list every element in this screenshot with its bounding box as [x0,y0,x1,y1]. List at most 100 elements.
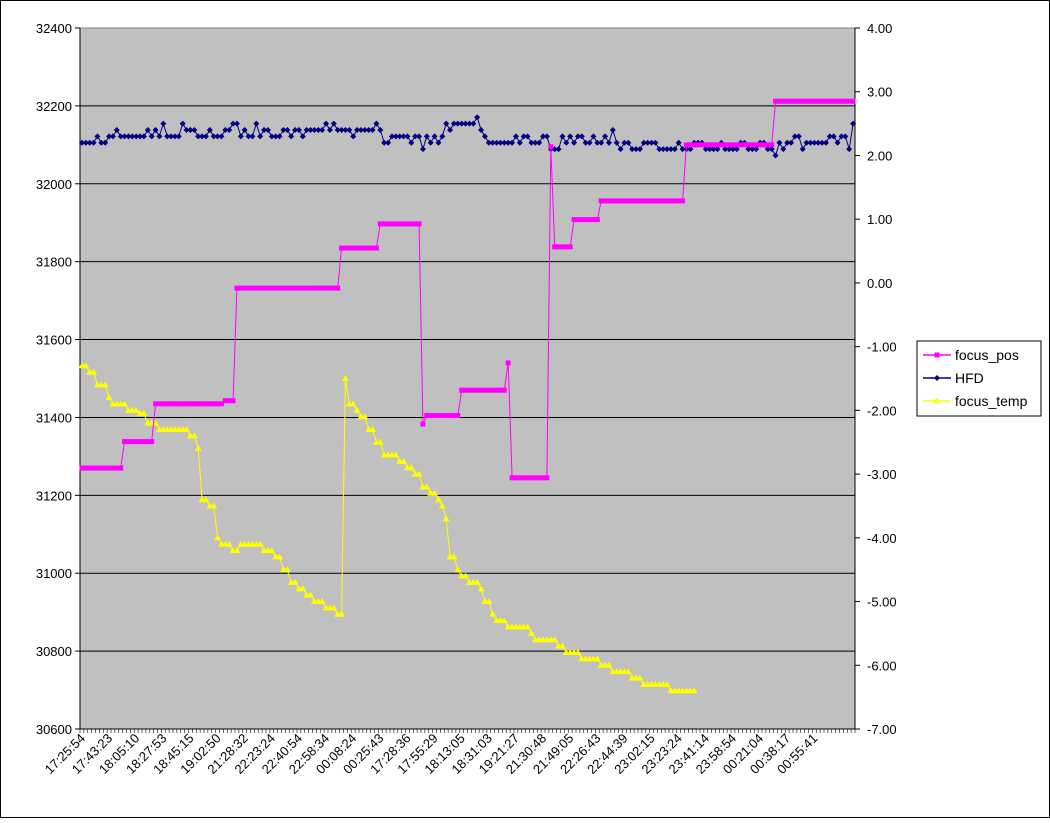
HFD-point [144,126,151,133]
focus-pos-point [536,475,542,481]
focus-temp-point [477,585,485,592]
focus-pos-point [815,98,821,104]
legend-item-focus-pos: focus_pos [923,347,1019,363]
HFD-point [106,133,113,140]
focus-pos-point [637,198,643,204]
HFD-point [303,126,310,133]
HFD-point [745,146,752,153]
HFD-point [241,126,248,133]
HFD-point [226,126,233,133]
focus-pos-point [83,465,89,471]
HFD-point [454,120,461,127]
focus-pos-point [807,98,813,104]
focus-pos-point [331,285,337,291]
HFD-point [640,139,647,146]
focus-temp-point [318,598,326,605]
legend-label: focus_temp [955,393,1028,409]
HFD-point [299,133,306,140]
focus-pos-point [517,475,523,481]
HFD-point [458,120,465,127]
focus-temp-point [376,438,384,445]
focus-pos-point [164,401,170,407]
legend-label: focus_pos [955,347,1019,363]
HFD-point [160,120,167,127]
focus-pos-point [284,285,290,291]
HFD-point [536,139,543,146]
HFD-point [621,139,628,146]
HFD-point [369,126,376,133]
y-right-tick-label: 4.00 [867,21,892,36]
focus-pos-point [753,142,759,148]
focus-temp-point [624,668,632,675]
focus-pos-point [583,217,589,223]
focus-pos-point [300,285,306,291]
HFD-point [295,126,302,133]
y-right-tick-label: -7.00 [867,722,897,737]
HFD-point [822,139,829,146]
legend-swatch-marker [934,375,940,381]
HFD-point [493,139,500,146]
HFD-point [826,133,833,140]
focus-pos-point [742,142,748,148]
focus-pos-point [827,98,833,104]
focus-pos-point [556,244,562,250]
focus-temp-point [369,425,377,432]
HFD-point [210,133,217,140]
HFD-point [803,139,810,146]
y-right-tick-label: 1.00 [867,212,892,227]
focus-pos-point [711,142,717,148]
focus-temp-point [132,406,140,413]
HFD-point [179,120,186,127]
HFD-point [253,120,260,127]
HFD-point [485,139,492,146]
focus-pos-point [835,98,841,104]
HFD-point [117,133,124,140]
focus-pos-point [195,401,201,407]
HFD-point [156,133,163,140]
HFD-point [450,120,457,127]
focus-pos-point [838,98,844,104]
HFD-point [416,133,423,140]
focus-pos-point [501,387,507,393]
HFD-point [671,146,678,153]
focus-pos-point [125,439,131,445]
focus-pos-point [482,387,488,393]
focus-pos-point [649,198,655,204]
y-right-tick-label: -5.00 [867,595,897,610]
focus-pos-point [323,285,329,291]
HFD-point [656,146,663,153]
focus-pos-point [478,387,484,393]
HFD-point [439,133,446,140]
focus-pos-point [207,401,213,407]
HFD-point [78,139,85,146]
focus-pos-point [439,412,445,418]
HFD-point [431,133,438,140]
HFD-point [237,133,244,140]
focus-pos-point [373,245,379,251]
HFD-point [842,133,849,140]
focus-pos-point [559,244,565,250]
focus-pos-point [98,465,104,471]
focus-pos-point [187,401,193,407]
focus-pos-point [311,285,317,291]
HFD-point [474,114,481,121]
HFD-point [489,139,496,146]
HFD-point [505,139,512,146]
focus-temp-point [551,636,559,643]
HFD-point [326,126,333,133]
HFD-point [140,133,147,140]
focus-pos-point [79,465,85,471]
focus-pos-point [168,401,174,407]
focus-pos-point [645,198,651,204]
focus-pos-point [339,245,345,251]
focus-pos-point [451,412,457,418]
HFD-point [714,146,721,153]
HFD-point [768,146,775,153]
focus-pos-point [552,244,558,250]
focus-pos-point [424,412,430,418]
focus-pos-point [846,98,852,104]
focus-temp-point [442,515,450,522]
focus-pos-point [513,475,519,481]
focus-pos-point [133,439,139,445]
HFD-point [109,133,116,140]
